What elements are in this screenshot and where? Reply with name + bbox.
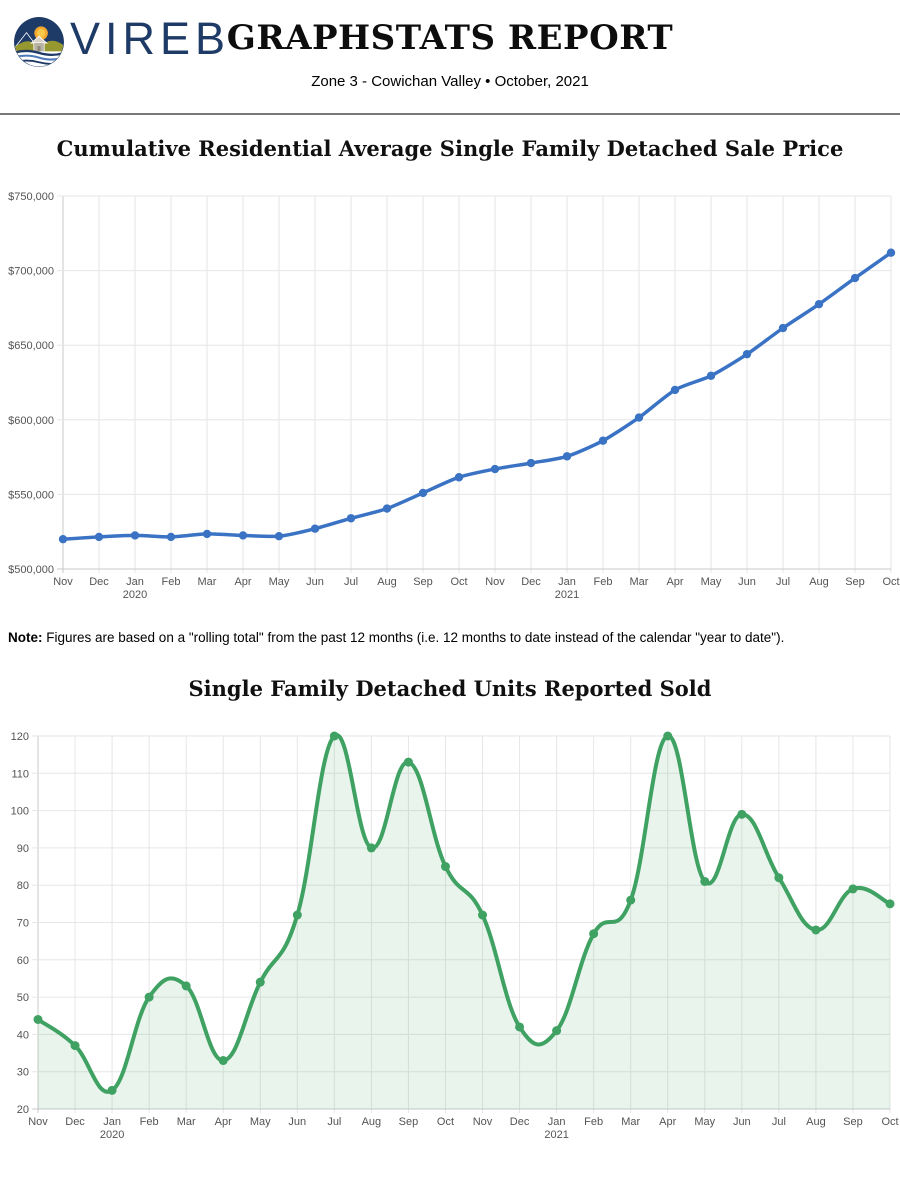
svg-text:Nov: Nov — [28, 1116, 48, 1128]
svg-text:Dec: Dec — [521, 576, 541, 588]
svg-text:60: 60 — [17, 955, 29, 967]
svg-text:90: 90 — [17, 843, 29, 855]
page-subtitle: Zone 3 - Cowichan Valley • October, 2021 — [311, 73, 589, 90]
svg-text:Apr: Apr — [659, 1116, 676, 1128]
svg-text:Nov: Nov — [53, 576, 73, 588]
svg-text:Aug: Aug — [377, 576, 397, 588]
svg-text:Jan: Jan — [558, 576, 576, 588]
svg-text:Sep: Sep — [399, 1116, 419, 1128]
svg-text:80: 80 — [17, 880, 29, 892]
svg-text:Oct: Oct — [881, 1116, 898, 1128]
svg-text:$600,000: $600,000 — [8, 415, 54, 427]
svg-text:30: 30 — [17, 1067, 29, 1079]
svg-text:Sep: Sep — [845, 576, 865, 588]
svg-text:Feb: Feb — [594, 576, 613, 588]
vireb-logo-icon — [14, 17, 64, 67]
svg-text:120: 120 — [11, 731, 29, 743]
svg-text:Aug: Aug — [806, 1116, 826, 1128]
svg-text:Mar: Mar — [198, 576, 217, 588]
svg-text:$500,000: $500,000 — [8, 564, 54, 576]
svg-text:May: May — [250, 1116, 271, 1128]
svg-text:$550,000: $550,000 — [8, 489, 54, 501]
svg-text:Nov: Nov — [473, 1116, 493, 1128]
svg-text:Oct: Oct — [882, 576, 899, 588]
svg-text:Mar: Mar — [630, 576, 649, 588]
svg-text:Jun: Jun — [288, 1116, 306, 1128]
svg-text:Dec: Dec — [89, 576, 109, 588]
svg-text:Jan: Jan — [126, 576, 144, 588]
svg-text:Apr: Apr — [234, 576, 251, 588]
svg-text:2021: 2021 — [555, 589, 579, 601]
svg-text:Apr: Apr — [215, 1116, 232, 1128]
svg-text:Jul: Jul — [327, 1116, 341, 1128]
svg-text:Oct: Oct — [437, 1116, 454, 1128]
svg-text:Jun: Jun — [306, 576, 324, 588]
svg-text:May: May — [701, 576, 722, 588]
note-label: Note: — [8, 629, 43, 645]
svg-text:110: 110 — [11, 768, 29, 780]
svg-text:$700,000: $700,000 — [8, 266, 54, 278]
svg-text:Aug: Aug — [362, 1116, 382, 1128]
svg-text:2021: 2021 — [544, 1129, 568, 1141]
svg-text:Mar: Mar — [621, 1116, 640, 1128]
note-text: Figures are based on a "rolling total" f… — [42, 629, 785, 645]
svg-text:Jul: Jul — [772, 1116, 786, 1128]
rolling-total-note: Note: Figures are based on a "rolling to… — [8, 630, 878, 645]
units-chart-title: Single Family Detached Units Reported So… — [188, 676, 712, 701]
svg-text:Jul: Jul — [776, 576, 790, 588]
svg-text:Feb: Feb — [584, 1116, 603, 1128]
svg-text:May: May — [269, 576, 290, 588]
svg-text:Feb: Feb — [162, 576, 181, 588]
price-chart-canvas: $500,000 $550,000 $600,000 $650,000 $700,000… — [0, 178, 900, 612]
page-title: GRAPHSTATS REPORT — [226, 18, 674, 58]
svg-text:Nov: Nov — [485, 576, 505, 588]
svg-text:2020: 2020 — [100, 1129, 124, 1141]
svg-text:Dec: Dec — [65, 1116, 85, 1128]
svg-text:Mar: Mar — [177, 1116, 196, 1128]
svg-text:Dec: Dec — [510, 1116, 530, 1128]
svg-text:May: May — [694, 1116, 715, 1128]
svg-text:50: 50 — [17, 992, 29, 1004]
svg-text:70: 70 — [17, 918, 29, 930]
svg-text:Sep: Sep — [843, 1116, 863, 1128]
svg-text:Jan: Jan — [103, 1116, 121, 1128]
svg-text:Sep: Sep — [413, 576, 433, 588]
price-chart-title: Cumulative Residential Average Single Fa… — [56, 136, 844, 161]
svg-text:100: 100 — [11, 806, 29, 818]
svg-text:Aug: Aug — [809, 576, 829, 588]
svg-text:Apr: Apr — [666, 576, 683, 588]
brand-text: VIREB — [70, 13, 231, 64]
svg-text:Jul: Jul — [344, 576, 358, 588]
svg-text:$650,000: $650,000 — [8, 340, 54, 352]
svg-text:$750,000: $750,000 — [8, 191, 54, 203]
svg-text:Jun: Jun — [738, 576, 756, 588]
svg-text:2020: 2020 — [123, 589, 147, 601]
svg-text:Jan: Jan — [548, 1116, 566, 1128]
svg-text:Feb: Feb — [140, 1116, 159, 1128]
svg-text:Oct: Oct — [450, 576, 467, 588]
units-chart-canvas: 20 30 40 50 60 70 80 90 100 110 120 Nov Dec Jan Feb Mar… — [0, 712, 900, 1170]
svg-text:40: 40 — [17, 1029, 29, 1041]
header-divider — [0, 113, 900, 115]
svg-text:Jun: Jun — [733, 1116, 751, 1128]
svg-text:20: 20 — [17, 1104, 29, 1116]
